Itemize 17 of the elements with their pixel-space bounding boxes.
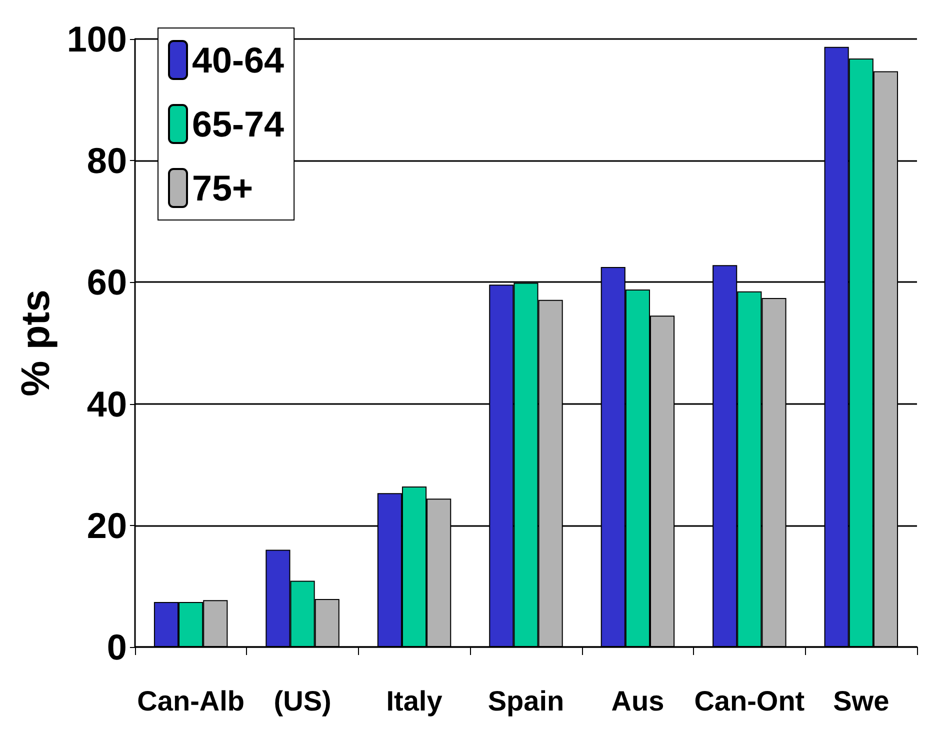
x-tick-label: (US)	[274, 686, 332, 716]
x-tick-label: Italy	[386, 686, 443, 716]
legend-label: 40-64	[192, 40, 284, 80]
y-tick-label: 60	[86, 262, 127, 303]
y-tick-label: 100	[66, 18, 127, 60]
y-tick-label: 40	[86, 383, 127, 424]
legend-label: 65-74	[192, 104, 284, 144]
y-tick-label: 0	[106, 626, 127, 668]
legend-label: 75+	[192, 168, 254, 208]
x-tick-label: Spain	[488, 686, 564, 716]
x-tick-label: Can-Ont	[694, 686, 805, 716]
x-tick-label: Can-Alb	[137, 686, 244, 716]
y-tick-label: 20	[86, 504, 127, 546]
y-tick-label: 80	[86, 140, 127, 182]
y-axis-title: % pts	[14, 290, 58, 396]
x-tick-label: Swe	[833, 686, 890, 716]
x-tick-label: Aus	[611, 686, 664, 716]
